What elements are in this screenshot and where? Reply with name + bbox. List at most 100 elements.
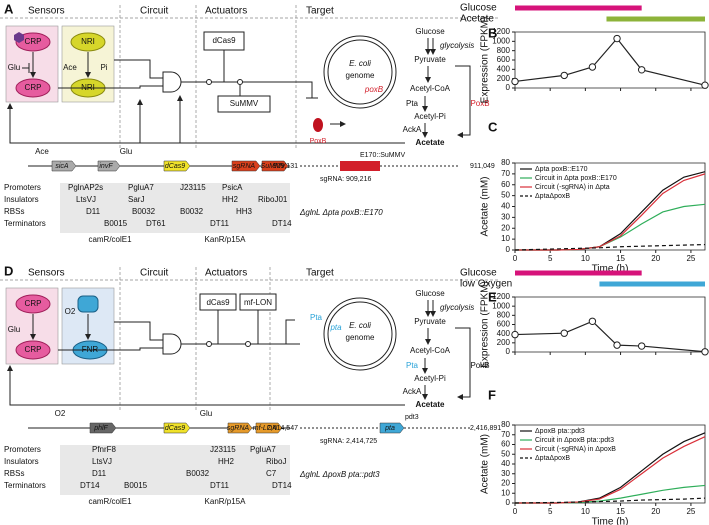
- y-tick-label: 60: [501, 180, 510, 189]
- coordinate: 909,131: [273, 163, 298, 170]
- data-point: [613, 341, 621, 349]
- strain-label: ΔglnL ΔpoxB pta::pdt3: [299, 470, 380, 479]
- inducer-label: O2: [55, 409, 66, 418]
- y-axis-label: Acetate (mM): [480, 434, 491, 494]
- axes: [514, 162, 706, 251]
- y-tick-label: 1200: [492, 27, 510, 36]
- y-tick-label: 800: [497, 46, 511, 55]
- x-tick-label: 5: [548, 254, 553, 263]
- x-tick-label: 20: [651, 507, 660, 516]
- locus-label: E170::SuMMV: [360, 152, 405, 159]
- sensor-label: Glu: [8, 325, 20, 334]
- sensor-label: Pi: [100, 63, 107, 72]
- part-cell: B0015: [124, 481, 148, 490]
- target-label: poxB: [364, 85, 384, 94]
- data-line: [515, 203, 706, 251]
- y-tick-label: 1000: [492, 36, 510, 45]
- column-header: Target: [306, 268, 334, 279]
- legend-label: Δpta poxB::E170: [535, 166, 588, 173]
- y-tick-label: 40: [501, 202, 510, 211]
- x-tick-label: 15: [616, 254, 625, 263]
- x-tick-label: 10: [581, 507, 590, 516]
- diagram-shapes: [0, 5, 500, 495]
- axes: [514, 296, 706, 353]
- x-tick-label: 10: [581, 254, 590, 263]
- panel-label: F: [488, 387, 496, 402]
- part-cell: PglnAP2s: [68, 183, 103, 192]
- legend-label: Circuit (-sgRNA) in Δpta: [535, 184, 610, 191]
- pathway-label: PoxB: [470, 99, 489, 108]
- column-header: Sensors: [28, 268, 65, 279]
- y-tick-label: 60: [501, 440, 510, 449]
- column-header: Actuators: [205, 268, 247, 279]
- y-axis-label: Expression (FPKM): [480, 17, 491, 104]
- part-cell: DT14: [272, 219, 292, 228]
- y-tick-label: 1000: [492, 301, 510, 310]
- y-tick-label: 600: [497, 320, 511, 329]
- x-tick-label: 15: [616, 507, 625, 516]
- legend-label: Circuit in ΔpoxB pta::pdt3: [535, 437, 614, 444]
- part-cell: J23115: [180, 183, 206, 192]
- y-tick-label: 1200: [492, 292, 510, 301]
- data-line: [514, 320, 706, 353]
- part-cell: C7: [266, 469, 277, 478]
- strain-label: ΔglnL Δpta poxB::E170: [299, 208, 383, 217]
- sensor-label: NRI: [81, 37, 95, 46]
- part-cell: DT61: [146, 219, 166, 228]
- axes: [514, 31, 706, 89]
- part-cell: DT14: [272, 481, 292, 490]
- panel-label: A: [4, 1, 14, 16]
- condition-bar: [515, 270, 642, 276]
- part-cell: RiboJ01: [258, 195, 288, 204]
- legend-label: ΔptaΔpoxB: [535, 193, 570, 200]
- y-tick-label: 0: [506, 498, 511, 507]
- part-cell: DT11: [210, 481, 230, 490]
- pathway-label: Acetate: [416, 138, 445, 147]
- sensor-label: Glu: [8, 63, 20, 72]
- column-header: Actuators: [205, 6, 247, 17]
- condition-label: Glucose: [460, 3, 497, 14]
- row-label: Insulators: [4, 457, 39, 466]
- part-cell: LtsVJ: [76, 195, 96, 204]
- pathway-label: AckA: [403, 125, 422, 134]
- backbone-label: KanR/p15A: [205, 497, 247, 506]
- column-header: Circuit: [140, 268, 169, 279]
- y-tick-label: 200: [497, 74, 511, 83]
- x-tick-label: 20: [651, 254, 660, 263]
- gene-label: sgRNA: [233, 163, 256, 170]
- y-tick-label: 40: [501, 459, 510, 468]
- backbone-label: KanR/p15A: [205, 235, 247, 244]
- row-label: RBSs: [4, 469, 24, 478]
- gene-label: dCas9: [165, 163, 185, 170]
- data-point: [637, 342, 646, 350]
- part-cell: PfnrF8: [92, 445, 117, 454]
- x-tick-label: 25: [686, 507, 695, 516]
- part-cell: LtsVJ: [92, 457, 112, 466]
- row-label: Promoters: [4, 183, 41, 192]
- target-label: genome: [346, 71, 375, 80]
- data-line: [514, 37, 706, 86]
- panel-label: B: [488, 25, 497, 40]
- data-point: [701, 81, 709, 89]
- part-cell: B0032: [186, 469, 210, 478]
- gene-label: mf-LON: [253, 425, 278, 432]
- pathway-label: Glucose: [415, 27, 445, 36]
- data-line: [514, 243, 706, 251]
- pathway-label: Pyruvate: [414, 317, 446, 326]
- x-axis-label: Time (h): [592, 264, 629, 275]
- gene-label: pta: [384, 425, 395, 432]
- y-tick-label: 80: [501, 420, 510, 429]
- pathway-label: AckA: [403, 387, 422, 396]
- target-label: genome: [346, 333, 375, 342]
- part-cell: D11: [86, 207, 101, 216]
- actuator-label: mf-LON: [244, 298, 272, 307]
- row-label: RBSs: [4, 207, 24, 216]
- part-cell: PsicA: [222, 183, 243, 192]
- sensor-label: Ace: [63, 63, 77, 72]
- sensor-label: CRP: [25, 83, 42, 92]
- panel-label: D: [4, 263, 13, 278]
- part-cell: HH3: [236, 207, 253, 216]
- data-point: [613, 34, 621, 43]
- y-tick-label: 10: [501, 234, 510, 243]
